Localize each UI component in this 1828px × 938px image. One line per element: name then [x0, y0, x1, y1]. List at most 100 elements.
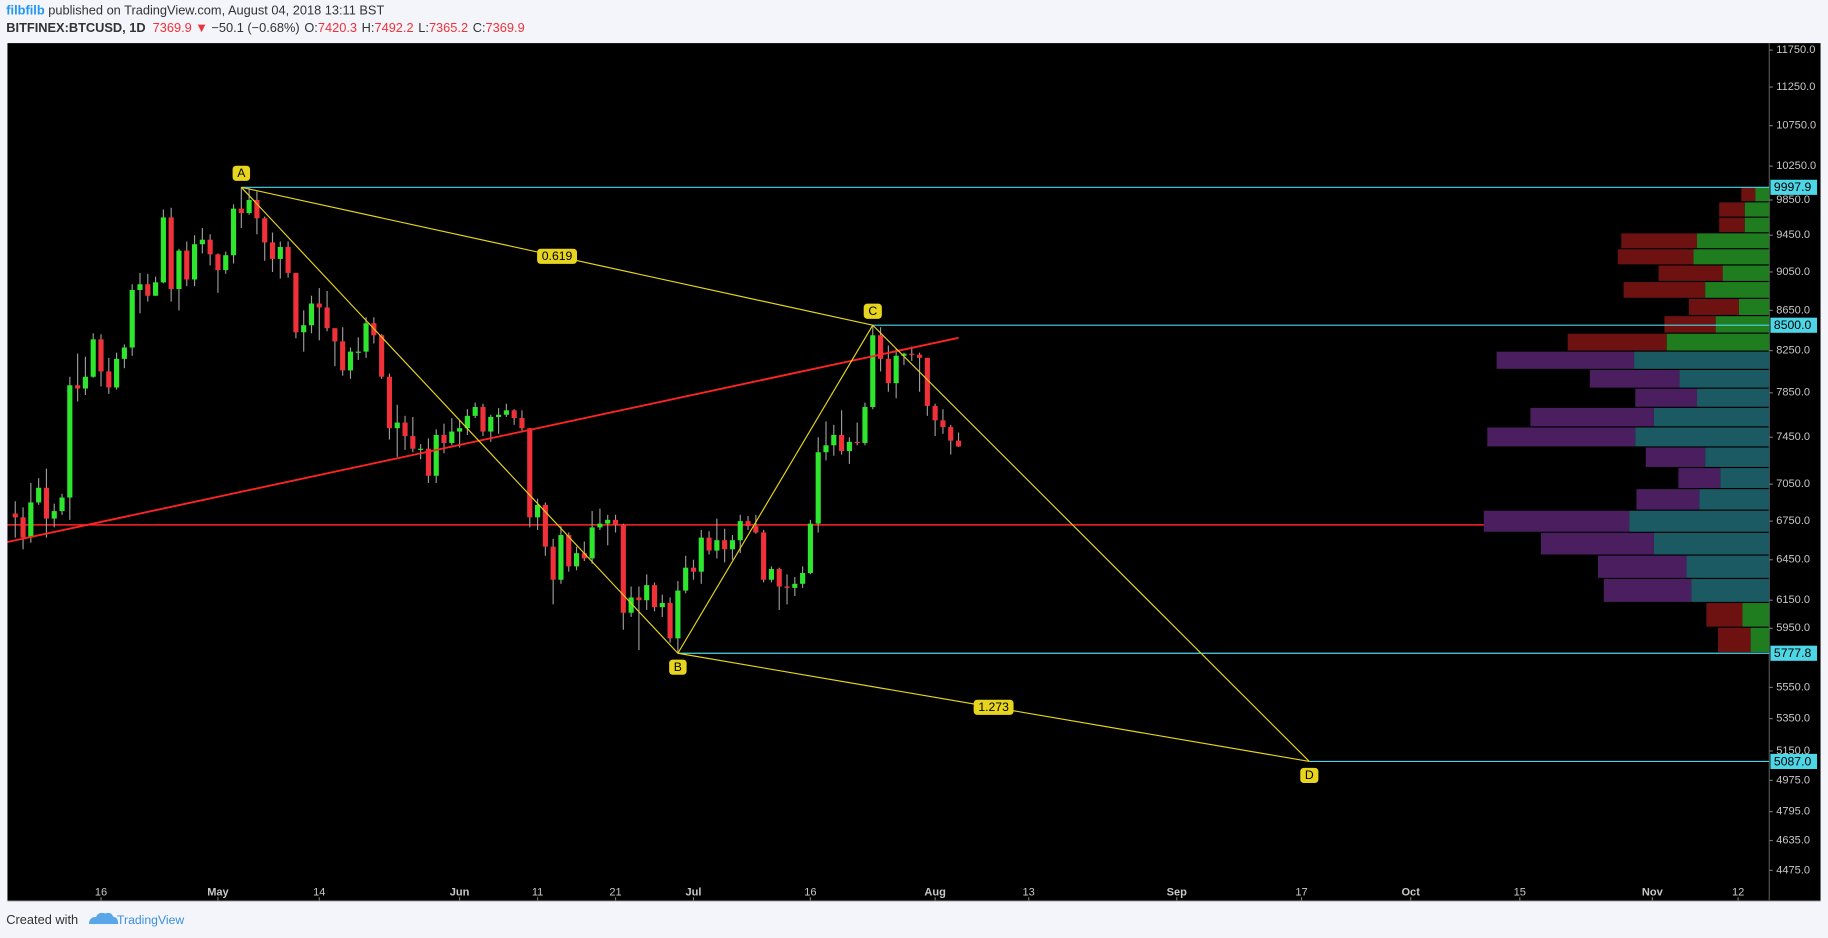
- plot: [7, 186, 1770, 763]
- volume-profile-bar: [1686, 555, 1770, 578]
- candle-body: [36, 487, 42, 503]
- candle-body: [457, 428, 463, 432]
- candle-body: [636, 597, 642, 601]
- volume-profile-bar: [1678, 468, 1721, 488]
- candle-body: [909, 353, 915, 355]
- x-tick-label: 17: [1295, 886, 1307, 898]
- candle-body: [51, 511, 57, 519]
- point-label-box: [1300, 767, 1319, 784]
- volume-profile-bar: [1744, 217, 1770, 233]
- candle-body: [379, 335, 385, 377]
- header-line-2: BITFINEX:BTCUSD, 1D 7369.9 ▼ −50.1 (−0.68%)…: [6, 21, 524, 36]
- candle-body: [722, 540, 728, 550]
- close-value: 7369.9: [486, 21, 525, 36]
- x-tick-label: Jul: [685, 886, 701, 898]
- author[interactable]: filbfilb: [6, 3, 45, 18]
- x-tick-label: 16: [95, 886, 107, 898]
- volume-profile-bar: [1691, 579, 1770, 602]
- brand-logo[interactable]: [89, 912, 119, 925]
- chart-background: [7, 43, 1821, 901]
- open-value: 7420.3: [318, 21, 357, 36]
- point-label: C: [863, 303, 882, 319]
- y-tick-label: 11750.0: [1776, 44, 1815, 56]
- ratio-label-text: 0.619: [542, 249, 573, 263]
- candle-body: [745, 521, 751, 527]
- x-tick-label: Sep: [1167, 886, 1188, 898]
- candle-body: [238, 208, 244, 214]
- volume-profile-bar: [1664, 316, 1716, 333]
- point-label-text: D: [1305, 768, 1314, 782]
- trend-line: [7, 336, 959, 543]
- footer-brand[interactable]: TradingView: [117, 913, 184, 927]
- candle-body: [870, 335, 876, 408]
- candle-body: [215, 254, 221, 271]
- point-label-text: A: [237, 166, 246, 180]
- candle-body: [800, 573, 806, 584]
- volume-profile-bar: [1658, 265, 1723, 281]
- candle-body: [698, 537, 704, 572]
- candle-body: [901, 353, 907, 356]
- ratio-label-text: 1.273: [978, 700, 1009, 714]
- candle-body: [706, 537, 712, 551]
- candle-body: [558, 535, 564, 580]
- volume-profile-bar: [1706, 603, 1743, 627]
- candle-body: [347, 351, 354, 371]
- candle-body: [729, 540, 736, 550]
- candle-body: [168, 217, 174, 290]
- candle-body: [137, 284, 143, 290]
- candle-body: [464, 415, 470, 429]
- volume-profile-bar: [1697, 233, 1770, 249]
- candle-body: [90, 339, 96, 377]
- y-tick-label: 8250.0: [1776, 345, 1810, 357]
- candle-body: [940, 420, 946, 428]
- point-label: A: [232, 165, 251, 181]
- candle-body: [690, 567, 697, 572]
- volume-profile-bar: [1635, 427, 1770, 447]
- candle-body: [589, 527, 595, 559]
- header-line-1: filbfilb published on TradingView.com, A…: [6, 3, 384, 18]
- candle-body: [675, 590, 681, 639]
- y-tick-label: 5550.0: [1776, 681, 1810, 693]
- volume-profile-bar: [1718, 627, 1751, 653]
- x-tick-label: 15: [1514, 886, 1526, 898]
- point-label: D: [1300, 767, 1319, 784]
- candle-body: [776, 569, 782, 587]
- ratio-label-box: [537, 248, 578, 264]
- candle-body: [620, 524, 626, 613]
- volume-profile-bar: [1738, 298, 1770, 315]
- x-tick-label: 11: [532, 886, 543, 898]
- candle-body: [316, 303, 322, 308]
- change-arrow: ▼: [195, 21, 208, 36]
- candle-body: [667, 602, 673, 639]
- y-tick-label: 7450.0: [1776, 431, 1810, 443]
- y-tick-label: 5350.0: [1776, 713, 1810, 725]
- volume-profile-bar: [1645, 447, 1706, 467]
- candle-body: [862, 407, 868, 443]
- candle-body: [651, 585, 658, 608]
- candle-body: [542, 504, 548, 547]
- symbol: BITFINEX:BTCUSD, 1D: [6, 21, 145, 36]
- ratio-label: 1.273: [973, 699, 1014, 715]
- candle-body: [223, 255, 229, 271]
- candle-body: [308, 303, 315, 326]
- volume-profile-bar: [1496, 351, 1635, 369]
- volume-profile-bar: [1722, 265, 1770, 281]
- x-tick-label: Aug: [924, 886, 946, 898]
- volume-profile-bar: [1634, 351, 1770, 369]
- candle-body: [269, 242, 276, 259]
- volume-profile-bar: [1750, 627, 1770, 653]
- candle-body: [386, 376, 393, 429]
- candle-body: [877, 335, 884, 359]
- candle-body: [106, 371, 112, 388]
- candle-body: [75, 385, 81, 389]
- candle-body: [43, 487, 50, 519]
- candle-body: [301, 325, 307, 333]
- candle-body: [121, 347, 127, 359]
- candle-body: [519, 418, 525, 429]
- y-tick-label: 4475.0: [1776, 864, 1810, 876]
- y-tick-label: 9450.0: [1776, 229, 1810, 241]
- candle-body: [363, 323, 369, 352]
- candle-body: [612, 519, 619, 525]
- y-tick-label: 4635.0: [1776, 834, 1810, 846]
- candle-body: [332, 328, 338, 342]
